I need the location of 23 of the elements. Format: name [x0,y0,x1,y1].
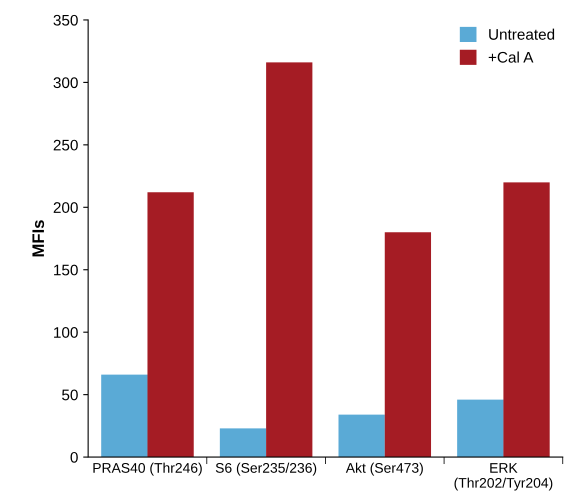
y-axis-title: MFIs [32,220,44,256]
y-tick-label: 0 [70,452,78,463]
legend-label: Untreated [489,28,554,40]
y-tick-label: 100 [54,327,78,338]
x-tick-label: ERK (Thr202/Tyr204) [454,463,552,491]
bar [338,414,385,458]
y-tick-label: 250 [54,140,78,151]
y-tick-label: 200 [54,202,78,213]
y-tick-label: 150 [54,264,78,276]
bar [266,62,312,458]
bar [457,400,504,458]
y-tick-label: 50 [62,390,78,400]
bar [147,192,194,458]
legend-label: +Cal A [488,51,534,63]
y-tick-label: 300 [54,77,78,88]
bar [220,428,266,458]
bar [101,374,148,458]
bar [503,182,550,458]
x-tick-label: PRAS40 (Thr246) [93,462,202,476]
bar [384,232,432,458]
y-tick-label: 350 [54,14,78,26]
x-tick-label: S6 (Ser235/236) [216,462,316,476]
x-tick-label: Akt (Ser473) [346,462,423,476]
